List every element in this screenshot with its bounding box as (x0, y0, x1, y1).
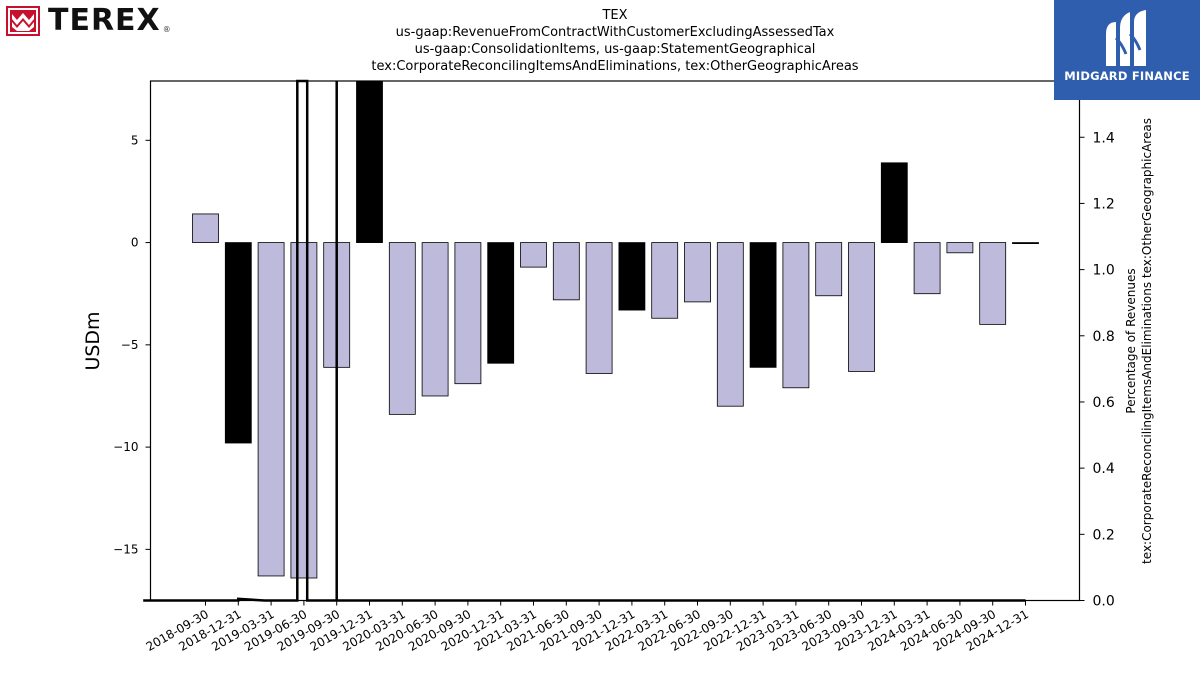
y-tick-label: −10 (113, 440, 138, 454)
bar-2024-12-31 (1012, 242, 1039, 244)
bar-2023-12-31 (880, 162, 908, 243)
bar-2021-03-31 (520, 242, 547, 268)
y2-axis: 0.0 0.2 0.4 0.6 0.8 1.0 1.2 1.4 (1079, 130, 1115, 610)
y2-tick-label: 0.6 (1093, 395, 1115, 411)
midgard-wordmark: MIDGARD FINANCE (1064, 69, 1190, 83)
bar-2021-06-30 (552, 242, 580, 301)
bar-2022-06-30 (684, 242, 711, 303)
bar-2019-12-31 (356, 80, 383, 243)
y2-tick-label: 1.4 (1093, 130, 1115, 146)
bar-2020-12-31 (487, 242, 515, 364)
midgard-m-icon (1106, 10, 1146, 66)
y2-tick-label: 1.0 (1093, 263, 1115, 279)
terex-logo: TEREX ® (6, 5, 171, 37)
bar-2023-09-30 (848, 242, 875, 372)
bar-2021-12-31 (618, 242, 646, 311)
y2-axis-label-line-2: tex:CorporateReconcilingItemsAndEliminat… (1140, 118, 1154, 564)
terex-crown-icon (6, 6, 40, 36)
bar-2019-03-31 (257, 242, 285, 577)
x-axis: 2018-09-302018-12-312019-03-312019-06-30… (144, 600, 1031, 654)
bar-2020-03-31 (388, 242, 416, 415)
chart-title-line-1: TEX (602, 8, 628, 23)
y-tick-label: 0 (131, 236, 139, 250)
plot-frame (149, 80, 1081, 602)
bar-2024-03-31 (913, 242, 941, 295)
bar-2018-12-31 (224, 242, 252, 444)
bar-2019-06-30 (290, 242, 318, 579)
chart-title-line-4: tex:CorporateReconcilingItemsAndEliminat… (371, 59, 859, 74)
bar-2022-03-31 (651, 242, 679, 319)
bar-2020-09-30 (454, 242, 482, 385)
y2-tick-label: 0.4 (1093, 461, 1115, 477)
y2-axis-label-line-1: Percentage of Revenues (1124, 268, 1138, 413)
bars-group (192, 80, 1039, 579)
bar-2022-09-30 (716, 242, 744, 407)
y2-tick-label: 1.2 (1093, 196, 1115, 212)
bar-2022-12-31 (749, 242, 777, 368)
bar-2023-03-31 (782, 242, 810, 389)
chart-title-line-2: us-gaap:RevenueFromContractWithCustomerE… (395, 25, 835, 40)
y-axis-label: USDm (82, 311, 104, 370)
y2-tick-label: 0.8 (1093, 329, 1115, 345)
terex-wordmark: TEREX (48, 3, 161, 38)
bar-2024-06-30 (946, 242, 974, 254)
registered-mark: ® (162, 25, 171, 34)
y-axis: 5 0 −5 −10 −15 (113, 133, 151, 556)
bar-2020-06-30 (421, 242, 449, 397)
y-tick-label: 5 (131, 133, 139, 147)
y2-tick-label: 0.0 (1093, 594, 1115, 610)
midgard-finance-logo: MIDGARD FINANCE (1054, 0, 1200, 100)
y2-tick-label: 0.2 (1093, 527, 1115, 543)
bar-2024-09-30 (979, 242, 1007, 325)
chart-title-line-3: us-gaap:ConsolidationItems, us-gaap:Stat… (414, 42, 816, 57)
bar-2021-09-30 (585, 242, 613, 374)
bar-2018-09-30 (192, 213, 219, 243)
bar-2023-06-30 (815, 242, 843, 297)
y-tick-label: −5 (121, 338, 139, 352)
y-tick-label: −15 (113, 542, 138, 556)
